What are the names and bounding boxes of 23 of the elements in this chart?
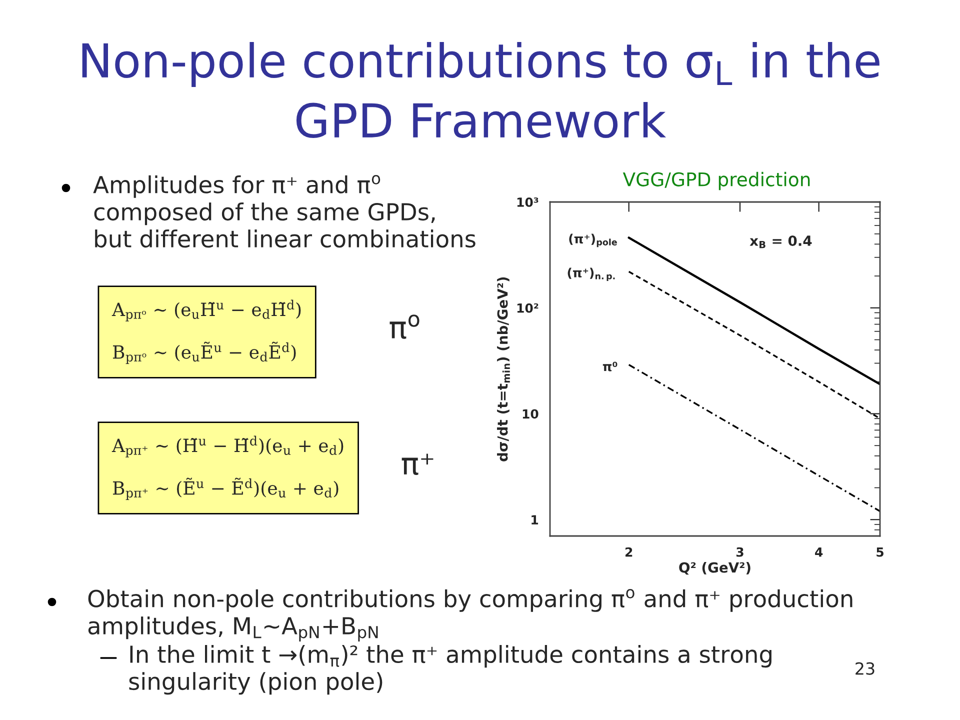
x-tick-label: 4 <box>815 547 823 557</box>
text: π$^{o}$ <box>390 314 420 339</box>
text: π⁺ <box>402 454 434 476</box>
y-tick-label: 10 <box>522 409 538 419</box>
text: Amplitudes for π⁺ and π$^{o}$ composed of the same GPDs, but different linear combinations <box>93 175 476 248</box>
y-tick-label: 10² <box>517 303 538 313</box>
text: In the limit t →(m$_{π}$)² the π⁺ amplitude contains a strong singularity (pion pole) <box>129 645 772 695</box>
y-tick-label: 10³ <box>517 197 538 207</box>
text: A$_{pπᵒ}$ ∼ (e$_{u}$H̃$^{u}$ − e$_{d}$H̃$^{d}$) B$_{pπᵒ}$ ∼ (e$_{u}$Ẽ$^{u}$ − e$_{d}$Ẽ$^{d}$) <box>112 300 301 364</box>
series-label: (π⁺)$_{n.p.}$ <box>568 268 615 282</box>
text: A$_{pπ⁺}$ ∼ (H̃$^{u}$ − H̃$^{d}$)(e$_{u}$ + e$_{d}$) B$_{pπ⁺}$ ∼ (Ẽ$^{u}$ − Ẽ$^{d}$)(e$_{u}$ + e$_{d}$) <box>112 436 344 500</box>
x-tick-label: 2 <box>625 547 632 557</box>
x-axis-title: Q² (GeV²) <box>679 562 750 575</box>
x-tick-label: 3 <box>736 547 744 557</box>
series-label: π⁰ <box>602 362 618 372</box>
chart-title: Non-pole contributions to σ$_{L}$ in the GPD Framework <box>82 42 880 138</box>
annotation: x$_{B}$ = 0.4 <box>750 235 812 248</box>
x-tick-label: 5 <box>876 547 884 557</box>
chart-subtitle: VGG/GPD prediction <box>622 172 810 190</box>
series-label: (π⁺)$_{pole}$ <box>569 234 617 248</box>
y-axis-title: dσ/dt (t=t$_{min}$) (nb/GeV²) <box>497 277 510 462</box>
text: 23 <box>856 662 874 675</box>
y-tick-label: 1 <box>532 515 538 524</box>
